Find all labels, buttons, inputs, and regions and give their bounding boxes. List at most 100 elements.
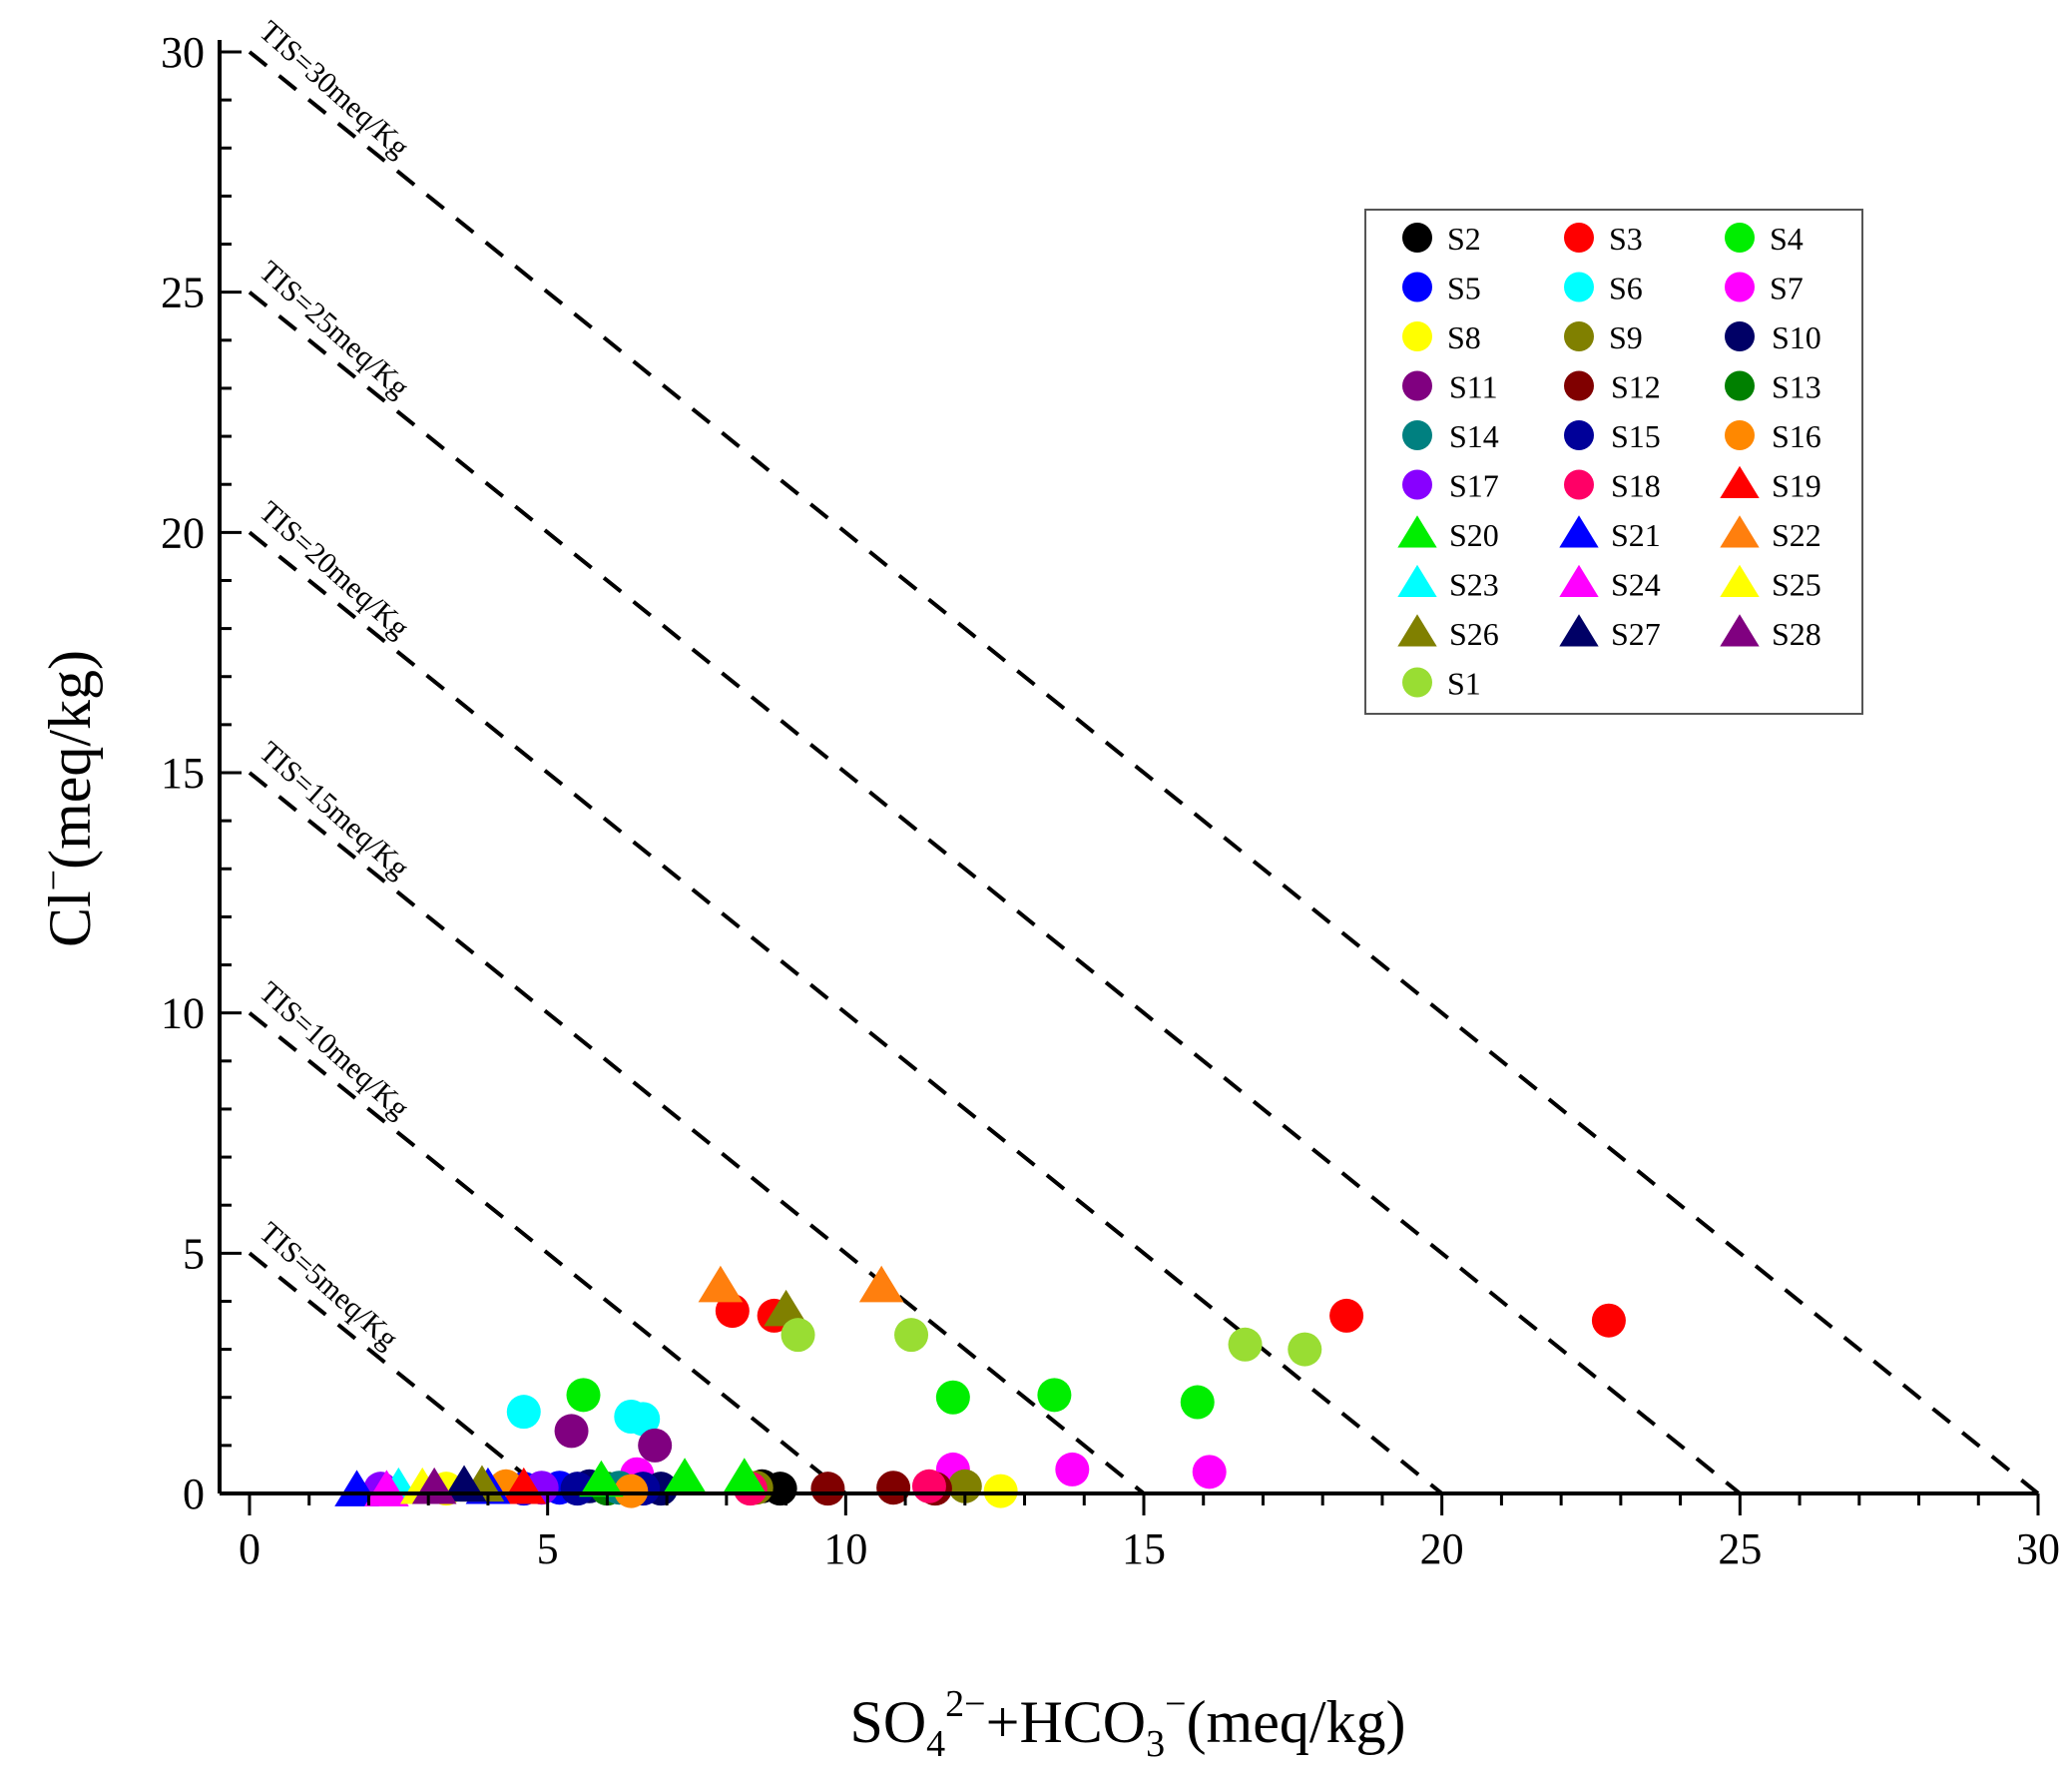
series-S24 [364,1470,409,1506]
y-tick-label-30: 30 [161,28,205,77]
legend-entry-S12: S12 [1564,369,1661,405]
legend-marker-S5 [1402,272,1432,302]
point-S11-0 [554,1414,589,1449]
point-S11-1 [638,1428,673,1463]
legend-marker-S13 [1725,370,1755,401]
point-S8-0 [983,1474,1018,1508]
point-S20-0 [579,1460,624,1497]
point-S22-1 [858,1265,904,1303]
legend-entry-S6: S6 [1564,271,1643,306]
tis-line-20 [248,530,1443,1495]
legend-label-S10: S10 [1772,319,1821,355]
legend-label-S15: S15 [1611,418,1661,454]
legend-marker-S2 [1402,223,1432,253]
y-tick-label-0: 0 [183,1470,205,1518]
legend-entry-S13: S13 [1725,369,1821,405]
point-S12-0 [810,1472,845,1506]
series-S11 [554,1414,673,1463]
legend-marker-S11 [1402,370,1432,401]
legend-marker-S6 [1564,272,1594,302]
tis-label-5: TIS=5meq/Kg [253,1216,404,1356]
tis-label-30: TIS=30meq/Kg [253,15,415,165]
legend-entry-S7: S7 [1725,271,1804,306]
point-S24-0 [364,1470,409,1506]
tis-line-5 [248,1251,549,1495]
legend-entry-S23: S23 [1397,564,1499,603]
legend-entry-S1: S1 [1402,666,1481,702]
legend-entry-S4: S4 [1725,221,1804,257]
point-S3-0 [715,1294,750,1329]
point-S16-0 [614,1474,649,1508]
legend-label-S13: S13 [1772,369,1821,405]
series-S20 [579,1458,768,1497]
legend-entry-S25: S25 [1720,564,1821,603]
legend-label-S14: S14 [1449,418,1499,454]
legend-marker-S16 [1725,420,1755,450]
x-tick-label-30: 30 [2016,1524,2060,1573]
series-S6 [506,1395,661,1437]
legend-marker-S26 [1397,614,1437,647]
legend-label-S24: S24 [1611,567,1661,603]
x-tick-label-25: 25 [1718,1524,1762,1573]
legend-entry-S26: S26 [1397,614,1499,652]
legend-label-S6: S6 [1609,271,1643,306]
legend-entry-S11: S11 [1402,369,1498,405]
legend-marker-S10 [1725,321,1755,351]
tis-line-10 [248,1011,847,1495]
point-S6-0 [506,1395,541,1430]
legend-marker-S12 [1564,370,1594,401]
point-S7-2 [1192,1455,1227,1489]
tis-label-20: TIS=20meq/Kg [253,495,415,645]
point-S20-1 [662,1458,708,1494]
point-S1-2 [1228,1327,1263,1362]
legend-entry-S8: S8 [1402,319,1481,355]
legend-marker-S23 [1397,564,1437,597]
legend-label-S11: S11 [1449,369,1498,405]
point-S1-1 [894,1318,929,1353]
legend-label-S17: S17 [1449,468,1499,504]
legend-entry-S22: S22 [1720,515,1821,553]
legend-marker-S14 [1402,420,1432,450]
y-tick-label-5: 5 [183,1229,205,1278]
legend-label-S22: S22 [1772,517,1821,553]
legend-label-S4: S4 [1770,221,1804,257]
legend-marker-S22 [1720,515,1760,548]
y-tick-label-15: 15 [161,749,205,798]
legend-marker-S25 [1720,564,1760,597]
x-tick-label-5: 5 [537,1524,559,1573]
data-points [334,1265,1626,1508]
point-S20-2 [722,1458,768,1494]
point-S4-2 [1037,1378,1072,1413]
legend-entry-S18: S18 [1564,468,1661,504]
legend: S2 S3 S4 S5 S6 S7 S8 S9 S10 S11 S12 S13 S14 S15 S16 S17… [1364,209,1863,715]
legend-marker-S15 [1564,420,1594,450]
legend-entry-S27: S27 [1559,614,1661,652]
point-S12-1 [876,1471,911,1505]
legend-entry-S9: S9 [1564,319,1643,355]
y-tick-label-25: 25 [161,269,205,317]
legend-label-S23: S23 [1449,567,1499,603]
point-S15-0 [560,1472,595,1506]
legend-marker-S3 [1564,223,1594,253]
legend-entry-S10: S10 [1725,319,1821,355]
legend-marker-S18 [1564,469,1594,500]
legend-marker-S20 [1397,515,1437,548]
legend-entry-S2: S2 [1402,221,1481,257]
point-S18-0 [911,1469,946,1503]
legend-entry-S24: S24 [1559,564,1661,603]
legend-marker-S7 [1725,272,1755,302]
tis-label-10: TIS=10meq/Kg [253,975,415,1125]
legend-marker-S9 [1564,321,1594,351]
legend-marker-S21 [1559,515,1599,548]
point-S4-1 [935,1380,970,1415]
y-tick-label-20: 20 [161,508,205,557]
legend-marker-S27 [1559,614,1599,647]
series-S3 [715,1294,1626,1338]
legend-marker-S4 [1725,223,1755,253]
x-tick-label-20: 20 [1420,1524,1464,1573]
axes: 0 5 10 15 20 25 30 0 5 10 15 20 25 30 [161,28,2060,1573]
legend-label-S21: S21 [1611,517,1661,553]
legend-label-S28: S28 [1772,616,1821,652]
legend-marker-S17 [1402,469,1432,500]
legend-entry-S14: S14 [1402,418,1499,454]
